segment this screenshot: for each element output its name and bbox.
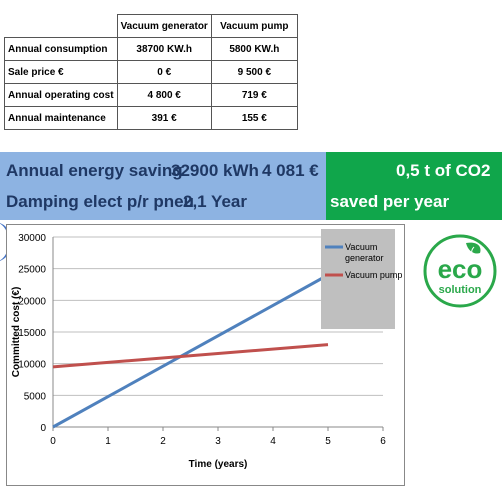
eco-word: eco — [438, 254, 483, 284]
x-tick-label: 1 — [105, 436, 111, 447]
comparison-table: Vacuum generator Vacuum pump Annual cons… — [4, 14, 298, 130]
series-line — [52, 343, 329, 369]
x-tick-label: 5 — [325, 436, 331, 447]
x-tick-label: 2 — [160, 436, 166, 447]
chart-frame: 0 5000 10000 15000 20000 25000 30000 0 1 2 3 4 5 6 Tim… — [6, 224, 405, 486]
y-tick-label: 25000 — [18, 265, 46, 276]
pump-value: 5800 KW.h — [210, 37, 298, 61]
table-row: Annual operating cost 4 800 € 719 € — [4, 83, 298, 107]
y-tick-label: 20000 — [18, 296, 46, 307]
table-header-row: Vacuum generator Vacuum pump — [5, 14, 298, 38]
row-label: Annual maintenance — [4, 106, 118, 130]
row-label: Sale price € — [4, 60, 118, 84]
energy-saving-label: Annual energy saving — [6, 161, 183, 180]
x-tick-label: 0 — [50, 436, 56, 447]
generator-value: 38700 KW.h — [116, 37, 212, 61]
legend-label: Vacuum generator — [345, 242, 384, 263]
y-axis-title: Committed cost (€) — [11, 287, 22, 378]
damping-value: 2,1 Year — [183, 192, 247, 211]
energy-saving-banner — [0, 152, 326, 220]
table-row: Annual consumption 38700 KW.h 5800 KW.h — [4, 37, 298, 61]
y-tick-label: 10000 — [18, 360, 46, 371]
y-tick-label: 15000 — [18, 328, 46, 339]
table-corner-cell — [5, 15, 118, 38]
row-label: Annual operating cost — [4, 83, 118, 107]
row-label: Annual consumption — [4, 37, 118, 61]
generator-value: 0 € — [116, 60, 212, 84]
pump-value: 719 € — [210, 83, 298, 107]
y-tick-label: 0 — [40, 423, 46, 434]
co2-value: 0,5 t of CO2 — [396, 161, 491, 180]
x-tick-label: 6 — [380, 436, 386, 447]
header-vacuum-generator: Vacuum generator — [116, 14, 212, 38]
x-axis-title: Time (years) — [189, 459, 248, 470]
generator-value: 391 € — [116, 106, 212, 130]
damping-label: Damping elect p/r pneu — [6, 192, 194, 211]
co2-banner — [326, 152, 502, 220]
eco-sub: solution — [439, 284, 482, 296]
table-row: Sale price € 0 € 9 500 € — [4, 60, 298, 84]
co2-label: saved per year — [330, 192, 450, 211]
energy-saving-euro: 4 081 € — [262, 161, 319, 180]
energy-saving-kwh: 32900 kWh — [171, 161, 259, 180]
y-tick-label: 5000 — [24, 391, 47, 402]
cost-chart: 0 5000 10000 15000 20000 25000 30000 0 1 2 3 4 5 6 Tim… — [11, 229, 402, 470]
pump-value: 9 500 € — [210, 60, 298, 84]
x-tick-label: 4 — [270, 436, 276, 447]
generator-value: 4 800 € — [116, 83, 212, 107]
x-tick-label: 3 — [215, 436, 221, 447]
header-vacuum-pump: Vacuum pump — [210, 14, 298, 38]
legend-label: Vacuum pump — [345, 270, 402, 280]
leaf-vein — [471, 246, 475, 255]
eco-logo-ring — [423, 234, 497, 308]
series-line — [52, 273, 329, 429]
pump-value: 155 € — [210, 106, 298, 130]
eco-solution-logo: eco solution — [423, 234, 497, 308]
y-tick-label: 30000 — [18, 233, 46, 244]
table-row: Annual maintenance 391 € 155 € — [4, 106, 298, 130]
